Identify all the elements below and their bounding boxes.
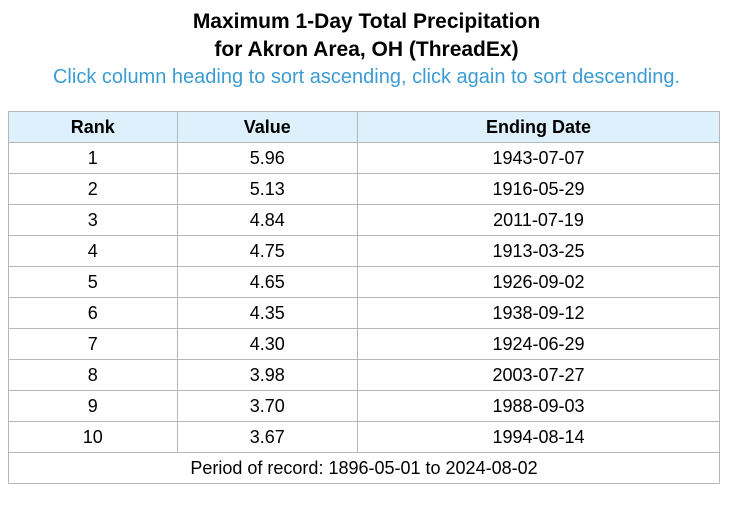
footer-row: Period of record: 1896-05-01 to 2024-08-… — [8, 452, 720, 484]
date-cell: 2011-07-19 — [357, 204, 720, 236]
value-cell: 5.13 — [176, 173, 359, 205]
table-row: 10 3.67 1994-08-14 — [8, 421, 720, 453]
rank-cell: 9 — [8, 390, 178, 422]
table-row: 2 5.13 1916-05-29 — [8, 173, 720, 205]
period-of-record: Period of record: 1896-05-01 to 2024-08-… — [8, 452, 720, 484]
date-cell: 2003-07-27 — [357, 359, 720, 391]
value-cell: 5.96 — [176, 142, 359, 174]
rank-cell: 10 — [8, 421, 178, 453]
value-cell: 4.30 — [176, 328, 359, 360]
rank-cell: 5 — [8, 266, 178, 298]
value-cell: 4.65 — [176, 266, 359, 298]
date-cell: 1924-06-29 — [357, 328, 720, 360]
rank-cell: 3 — [8, 204, 178, 236]
value-cell: 4.35 — [176, 297, 359, 329]
title-line-2: for Akron Area, OH (ThreadEx) — [214, 38, 519, 61]
column-header-value[interactable]: Value — [176, 111, 359, 143]
page-title: Maximum 1-Day Total Precipitation for Ak… — [0, 8, 733, 64]
date-cell: 1988-09-03 — [357, 390, 720, 422]
records-table: Rank Value Ending Date 1 5.96 1943-07-07… — [8, 111, 720, 484]
date-cell: 1926-09-02 — [357, 266, 720, 298]
value-cell: 4.84 — [176, 204, 359, 236]
rank-cell: 1 — [8, 142, 178, 174]
rank-cell: 6 — [8, 297, 178, 329]
table-row: 7 4.30 1924-06-29 — [8, 328, 720, 360]
table-row: 4 4.75 1913-03-25 — [8, 235, 720, 267]
date-cell: 1916-05-29 — [357, 173, 720, 205]
value-cell: 4.75 — [176, 235, 359, 267]
rank-cell: 7 — [8, 328, 178, 360]
column-header-ending-date[interactable]: Ending Date — [357, 111, 720, 143]
title-line-1: Maximum 1-Day Total Precipitation — [192, 10, 541, 33]
table-body: 1 5.96 1943-07-07 2 5.13 1916-05-29 3 4.… — [8, 142, 720, 453]
table-header-row: Rank Value Ending Date — [8, 111, 720, 143]
column-header-rank[interactable]: Rank — [8, 111, 178, 143]
table-row: 5 4.65 1926-09-02 — [8, 266, 720, 298]
date-cell: 1994-08-14 — [357, 421, 720, 453]
table-row: 1 5.96 1943-07-07 — [8, 142, 720, 174]
rank-cell: 2 — [8, 173, 178, 205]
rank-cell: 8 — [8, 359, 178, 391]
value-cell: 3.70 — [176, 390, 359, 422]
table-row: 3 4.84 2011-07-19 — [8, 204, 720, 236]
table-row: 6 4.35 1938-09-12 — [8, 297, 720, 329]
date-cell: 1938-09-12 — [357, 297, 720, 329]
table-row: 8 3.98 2003-07-27 — [8, 359, 720, 391]
value-cell: 3.98 — [176, 359, 359, 391]
table-row: 9 3.70 1988-09-03 — [8, 390, 720, 422]
rank-cell: 4 — [8, 235, 178, 267]
date-cell: 1943-07-07 — [357, 142, 720, 174]
sort-instructions: Click column heading to sort ascending, … — [52, 66, 680, 88]
value-cell: 3.67 — [176, 421, 359, 453]
date-cell: 1913-03-25 — [357, 235, 720, 267]
